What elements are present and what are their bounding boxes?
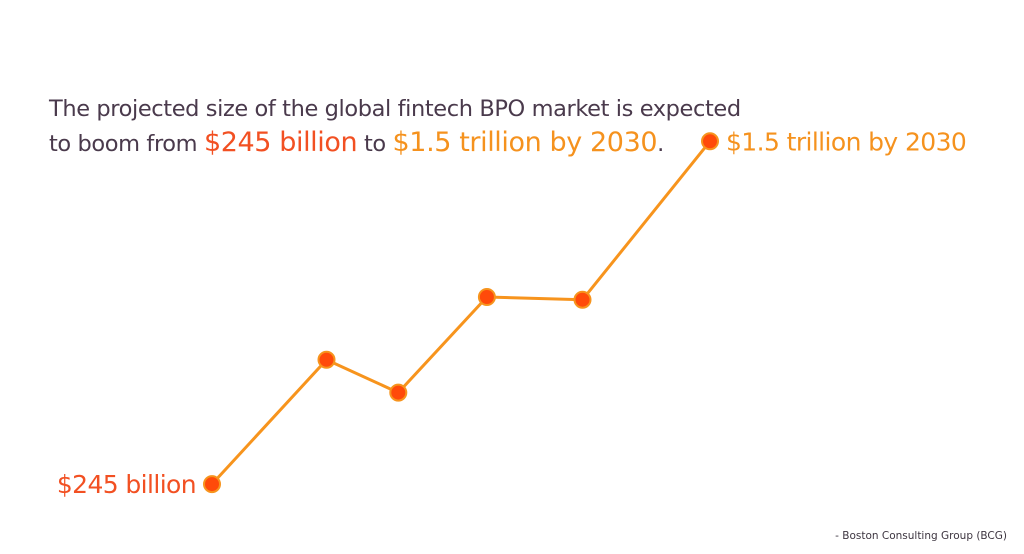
data-point-1 <box>203 475 221 494</box>
data-point-6 <box>701 132 719 151</box>
data-point-4 <box>477 288 496 306</box>
headline-line-1: The projected size of the global fintech… <box>49 96 741 122</box>
headline-suffix: . <box>657 131 664 157</box>
headline: The projected size of the global fintech… <box>49 92 949 161</box>
data-point-3 <box>389 383 408 402</box>
end-value-label: $1.5 trillion by 2030 <box>726 127 966 156</box>
series-line <box>210 139 712 486</box>
data-point-2 <box>317 350 336 369</box>
data-point-5 <box>573 290 592 309</box>
headline-end-value: $1.5 trillion by 2030 <box>392 127 658 158</box>
source-credit: - Boston Consulting Group (BCG) <box>835 530 1007 542</box>
headline-line-2: to boom from $245 billion to $1.5 trilli… <box>49 126 949 161</box>
headline-middle: to <box>357 131 393 157</box>
headline-start-value: $245 billion <box>203 127 358 158</box>
start-value-label: $245 billion <box>57 470 196 499</box>
headline-prefix: to boom from <box>49 131 204 157</box>
